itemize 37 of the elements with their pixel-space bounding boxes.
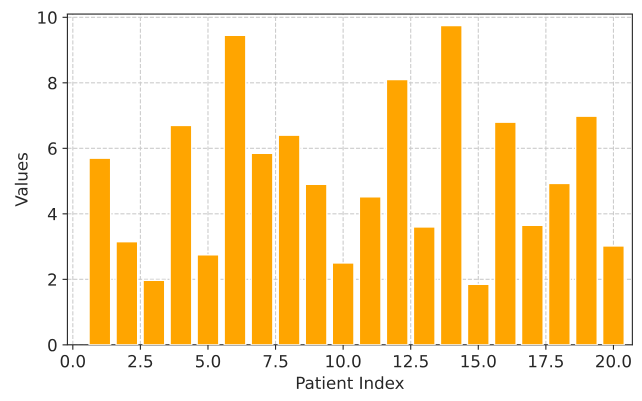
x-tick-label: 5.0: [196, 354, 220, 368]
bar: [196, 254, 220, 345]
bar: [250, 152, 274, 345]
bar: [412, 226, 436, 345]
x-tick-label: 15.0: [462, 354, 496, 368]
bar: [520, 224, 544, 345]
x-axis-title: Patient Index: [296, 376, 404, 390]
bar: [332, 262, 355, 345]
x-tick-label: 20.0: [596, 354, 631, 368]
y-axis-title: Values: [14, 153, 28, 207]
bar: [115, 240, 138, 345]
x-tick-label: 0.0: [60, 354, 85, 368]
bar: [224, 34, 247, 345]
x-tick-label: 10.0: [326, 354, 361, 368]
bar: [494, 121, 517, 345]
y-tick-label: 0: [48, 338, 57, 352]
y-tick-label: 6: [48, 142, 57, 155]
bar: [602, 245, 625, 345]
y-tick-label: 2: [48, 273, 56, 286]
bar: [304, 184, 328, 345]
bar: [278, 134, 301, 345]
x-tick-label: 12.5: [394, 354, 428, 368]
bar: [358, 196, 382, 345]
bar: [142, 280, 166, 345]
x-tick-label: 7.5: [264, 355, 288, 368]
bar: [574, 116, 598, 345]
bar: [440, 24, 463, 345]
bar: [169, 124, 192, 345]
x-tick-label: 2.5: [128, 354, 152, 368]
y-tick-label: 10: [38, 11, 57, 24]
y-tick-label: 8: [48, 76, 57, 90]
y-tick-label: 4: [48, 208, 57, 220]
bar: [386, 78, 409, 345]
bar: [466, 284, 490, 345]
x-tick-label: 17.5: [529, 355, 563, 368]
bar: [88, 157, 112, 345]
bar: [548, 182, 571, 345]
